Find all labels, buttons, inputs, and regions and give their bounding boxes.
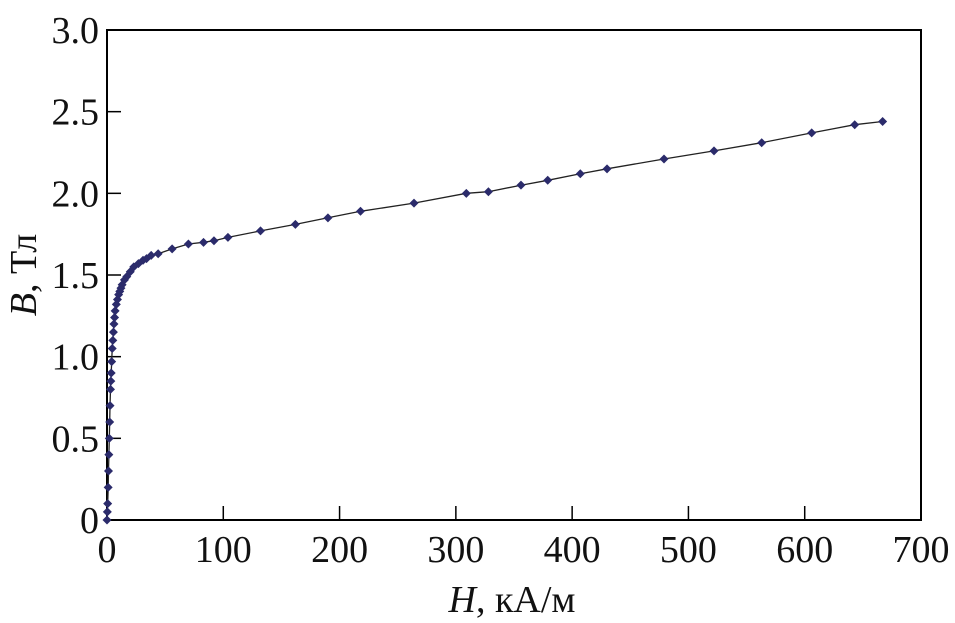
x-tick-label: 500 [660,529,717,571]
data-point [146,250,156,260]
data-point [483,187,493,197]
data-point [108,335,118,345]
data-point [356,206,366,216]
data-point [209,236,219,246]
series-line [106,120,883,521]
x-tick-label: 200 [311,529,368,571]
data-point [183,239,193,249]
data-point [105,401,115,411]
data-point [223,232,233,242]
data-point [105,417,115,427]
y-tick-label: 1.0 [52,337,100,379]
data-point [103,499,113,509]
x-tick-label: 300 [427,529,484,571]
data-point [153,249,163,259]
data-point [108,327,118,337]
data-point [104,433,114,443]
data-point [878,116,888,126]
data-point [167,244,177,254]
data-point [757,138,767,148]
data-point [102,507,112,517]
data-point [850,120,860,130]
data-point [807,128,817,138]
data-point [104,466,114,476]
data-point [106,368,116,378]
x-tick-label: 700 [893,529,950,571]
y-tick-label: 3.0 [52,10,100,52]
data-point [109,319,119,329]
data-point [575,169,585,179]
y-tick-label: 0 [80,500,99,542]
data-point [409,198,419,208]
data-point [142,254,152,264]
data-point [290,219,300,229]
y-tick-label: 1.5 [52,255,100,297]
data-point [516,180,526,190]
data-point [323,213,333,223]
x-tick-label: 100 [195,529,252,571]
plot-frame [106,29,922,521]
y-tick-label: 2.0 [52,173,100,215]
data-point [104,450,114,460]
data-point [199,237,209,247]
y-tick-label: 2.5 [52,92,100,134]
data-point [106,376,116,386]
x-axis-label: H, кА/м [448,579,576,621]
data-point [107,344,117,353]
data-point [105,384,115,394]
data-point [103,482,113,492]
data-point [107,357,117,367]
data-point [138,255,148,265]
data-point [102,515,112,525]
data-point [461,188,471,198]
data-point [110,306,120,316]
data-point [255,226,265,236]
x-tick-label: 600 [776,529,833,571]
data-point [110,312,120,322]
y-tick-label: 0.5 [52,418,100,460]
x-tick-label: 400 [544,529,601,571]
y-axis-label: B, Тл [3,234,45,317]
data-point [543,175,553,185]
data-point [709,146,719,156]
data-point [602,164,612,174]
x-tick-label: 0 [98,529,117,571]
data-point [659,154,669,164]
